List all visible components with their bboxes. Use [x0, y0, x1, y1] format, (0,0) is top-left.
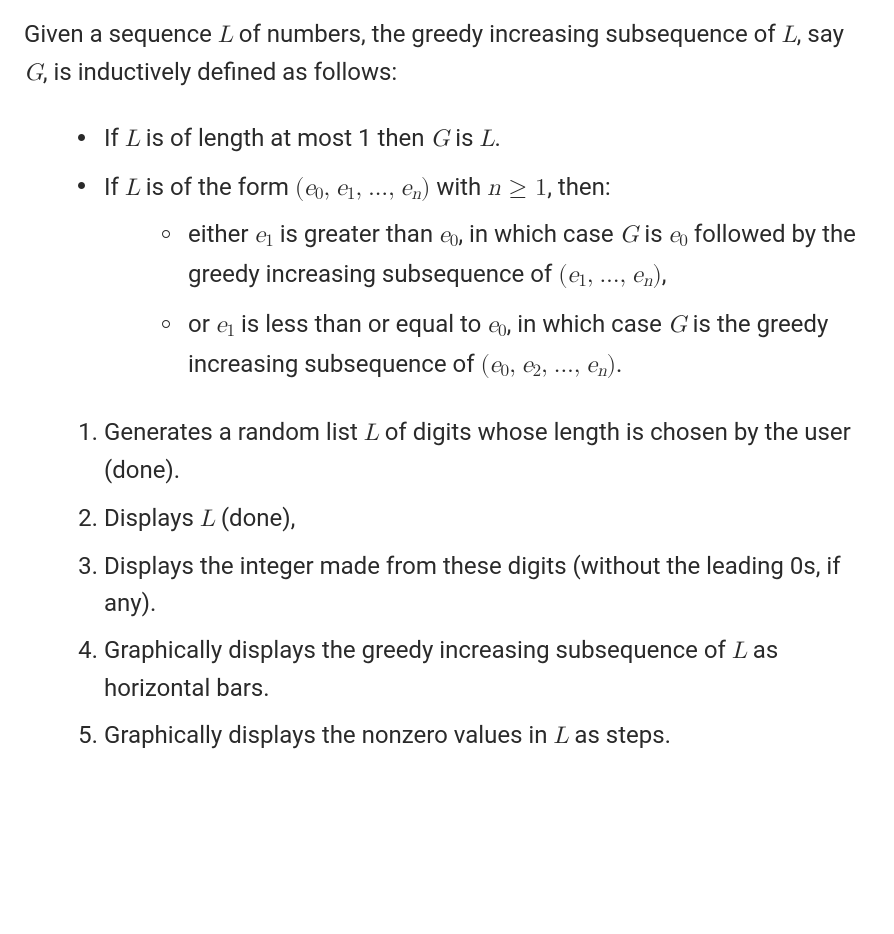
- paren: (: [558, 263, 567, 287]
- text: is: [638, 220, 668, 248]
- text: Generates a random list: [104, 418, 364, 446]
- list-item: Displays the integer made from these dig…: [104, 548, 870, 622]
- intro-text: of numbers, the greedy increasing subseq…: [233, 20, 782, 48]
- var-e: e: [586, 353, 597, 377]
- var-e: e: [254, 223, 265, 247]
- sub-1: 1: [578, 274, 587, 291]
- text: is of the form: [140, 173, 295, 201]
- text: If: [104, 124, 125, 152]
- definition-list: If L is of length at most 1 then G is L.…: [24, 120, 870, 386]
- text: with: [430, 173, 487, 201]
- text: is: [449, 124, 479, 152]
- var-e: e: [487, 313, 498, 337]
- var-e: e: [401, 176, 412, 200]
- text: Graphically displays the greedy increasi…: [104, 636, 732, 664]
- sub-2: 2: [532, 363, 541, 380]
- sub-list: either e1 is greater than e0, in which c…: [104, 216, 870, 386]
- var-e: e: [216, 313, 227, 337]
- var-G: G: [620, 223, 639, 247]
- list-item: If L is of the form (e0, e1, ..., en) wi…: [104, 169, 870, 387]
- text: Displays the integer made from these dig…: [104, 552, 841, 617]
- text: Graphically displays the nonzero values …: [104, 721, 553, 749]
- var-e: e: [669, 223, 680, 247]
- var-L: L: [125, 176, 140, 200]
- list-item: either e1 is greater than e0, in which c…: [188, 216, 870, 296]
- intro-text: , say: [797, 20, 844, 48]
- text: .: [494, 124, 500, 152]
- var-e: e: [632, 263, 643, 287]
- intro-text: Given a sequence: [24, 20, 218, 48]
- text: , in which case: [507, 310, 668, 338]
- text: , in which case: [458, 220, 619, 248]
- var-e: e: [304, 176, 315, 200]
- geq: ≥ 1: [501, 176, 548, 200]
- list-item: If L is of length at most 1 then G is L.: [104, 120, 870, 158]
- var-e: e: [522, 353, 533, 377]
- text: (done),: [215, 504, 295, 532]
- sub-n: n: [597, 363, 607, 380]
- sub-1: 1: [265, 234, 274, 251]
- sub-0: 0: [498, 323, 507, 340]
- var-L: L: [364, 421, 379, 445]
- intro-paragraph: Given a sequence L of numbers, the greed…: [24, 16, 870, 92]
- text: is of length at most 1 then: [140, 124, 431, 152]
- var-L: L: [125, 127, 140, 151]
- paren: ): [607, 353, 616, 377]
- list-item: Graphically displays the nonzero values …: [104, 717, 870, 755]
- list-item: Generates a random list L of digits whos…: [104, 414, 870, 489]
- dots: ...: [600, 263, 620, 287]
- var-L: L: [200, 507, 215, 531]
- var-n: n: [487, 176, 500, 200]
- paren: ): [421, 176, 430, 200]
- var-G: G: [431, 127, 450, 151]
- var-L: L: [218, 23, 233, 47]
- comma: ,: [587, 263, 594, 287]
- text: or: [188, 310, 216, 338]
- var-e: e: [439, 223, 450, 247]
- var-e: e: [490, 353, 501, 377]
- var-L: L: [553, 724, 568, 748]
- sub-0: 0: [315, 186, 324, 203]
- var-e: e: [568, 263, 579, 287]
- text: Displays: [104, 504, 200, 532]
- comma: ,: [509, 353, 516, 377]
- var-G: G: [24, 61, 43, 85]
- text: .: [616, 350, 622, 378]
- var-L: L: [732, 639, 747, 663]
- comma: ,: [541, 353, 548, 377]
- list-item: or e1 is less than or equal to e0, in wh…: [188, 306, 870, 386]
- text: as steps.: [568, 721, 671, 749]
- text: is less than or equal to: [235, 310, 487, 338]
- list-item: Graphically displays the greedy increasi…: [104, 632, 870, 707]
- sub-n: n: [411, 186, 421, 203]
- list-item: Displays L (done),: [104, 500, 870, 538]
- dots: ...: [368, 176, 388, 200]
- text: either: [188, 220, 254, 248]
- comma: ,: [388, 176, 395, 200]
- intro-text: , is inductively defined as follows:: [43, 58, 397, 86]
- text: ,: [662, 260, 667, 288]
- text: is greater than: [274, 220, 439, 248]
- var-G: G: [668, 313, 687, 337]
- sub-0: 0: [501, 363, 510, 380]
- paren: ): [652, 263, 661, 287]
- dots: ...: [554, 353, 574, 377]
- paren: (: [295, 176, 304, 200]
- sub-n: n: [643, 274, 653, 291]
- sub-1: 1: [226, 323, 235, 340]
- var-e: e: [336, 176, 347, 200]
- var-L: L: [782, 23, 797, 47]
- sub-0: 0: [679, 234, 688, 251]
- text: If: [104, 173, 125, 201]
- var-L: L: [479, 127, 494, 151]
- paren: (: [481, 353, 490, 377]
- tasks-list: Generates a random list L of digits whos…: [24, 414, 870, 756]
- text: , then:: [547, 173, 611, 201]
